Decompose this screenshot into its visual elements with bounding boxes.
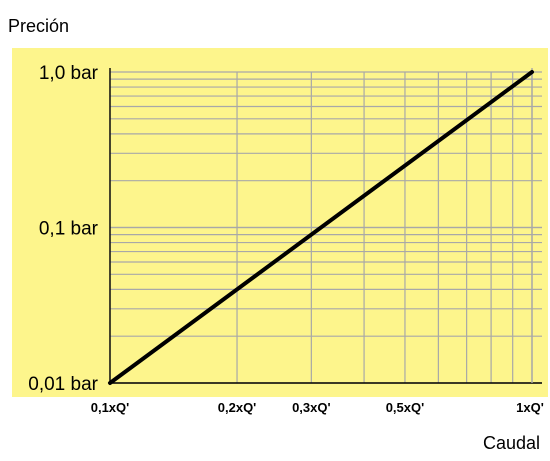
x-tick-labels: 0,1xQ' 0,2xQ' 0,3xQ' 0,5xQ' 1xQ' bbox=[91, 400, 544, 415]
y-tick-label: 1,0 bar bbox=[39, 63, 99, 84]
x-tick-label: 0,1xQ' bbox=[91, 400, 130, 415]
series-line bbox=[108, 70, 534, 385]
x-tick-label: 0,3xQ' bbox=[292, 400, 331, 415]
y-tick-label: 0,1 bar bbox=[39, 219, 99, 240]
x-tick-label: 1xQ' bbox=[516, 400, 544, 415]
axes bbox=[109, 68, 542, 384]
x-axis-title: Caudal bbox=[482, 433, 540, 453]
y-axis-title: Preción bbox=[8, 16, 70, 36]
y-tick-labels: 0,01 bar 0,1 bar 1,0 bar bbox=[28, 63, 98, 395]
y-tick-label: 0,01 bar bbox=[28, 374, 98, 395]
x-tick-label: 0,5xQ' bbox=[386, 400, 425, 415]
horizontal-gridlines bbox=[110, 71, 542, 384]
series-group bbox=[108, 70, 534, 385]
x-tick-label: 0,2xQ' bbox=[218, 400, 257, 415]
